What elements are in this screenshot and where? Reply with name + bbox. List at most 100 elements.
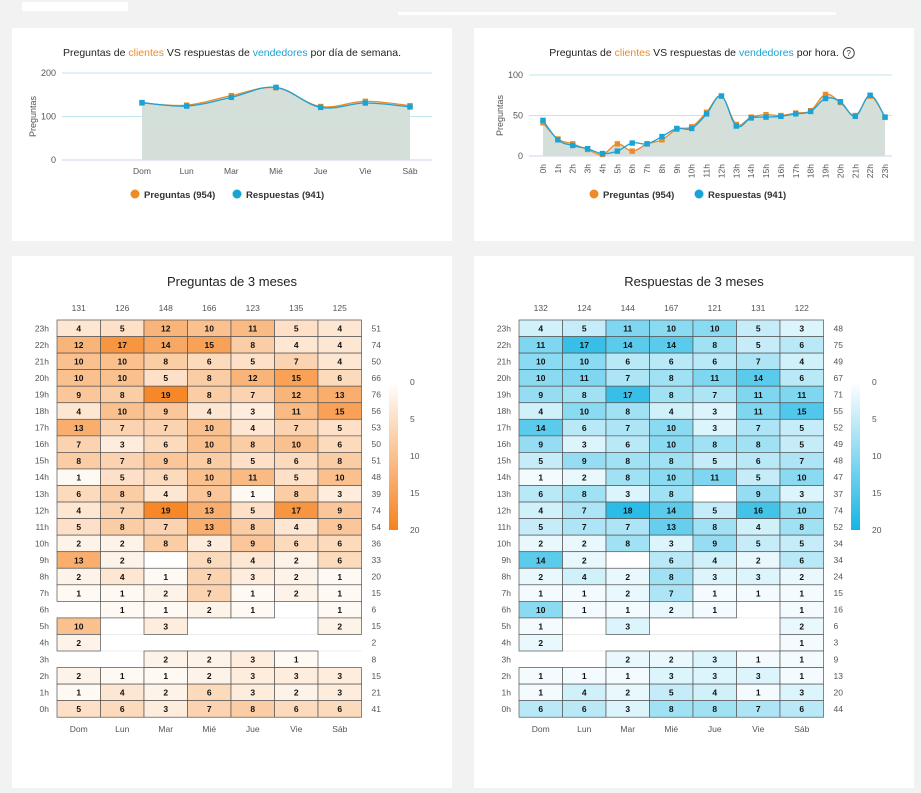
heatmap-cell-value: 17 <box>623 390 633 400</box>
row-total: 6 <box>834 621 839 631</box>
column-total: 125 <box>333 303 347 313</box>
x-tick-label: Sáb <box>402 166 417 176</box>
heatmap-cell-value: 10 <box>74 357 84 367</box>
data-point <box>793 111 799 117</box>
heatmap-cell-value: 4 <box>294 522 299 532</box>
heatmap-cell-value: 10 <box>118 357 128 367</box>
row-label: 14h <box>35 472 49 482</box>
data-point <box>614 148 621 154</box>
heatmap-cell-value: 2 <box>76 671 81 681</box>
data-point <box>688 125 695 132</box>
heatmap-cell-value: 3 <box>163 621 168 631</box>
heatmap-cell-value: 13 <box>74 423 84 433</box>
heatmap-cell-value: 3 <box>669 671 674 681</box>
heatmap-cell-value: 10 <box>667 473 677 483</box>
heatmap-cell-value: 5 <box>120 473 125 483</box>
heatmap-cell-value: 2 <box>669 655 674 665</box>
heatmap-cell-value: 4 <box>294 340 299 350</box>
data-point <box>822 95 829 102</box>
heatmap-cell-value: 11 <box>797 390 806 400</box>
heatmap-cell-value: 8 <box>712 522 717 532</box>
heatmap-cell-value: 4 <box>76 406 81 416</box>
color-scale-bar <box>389 382 398 530</box>
row-total: 48 <box>834 456 844 466</box>
heatmap-cell-value: 8 <box>120 522 125 532</box>
heatmap-cell-value: 4 <box>120 572 125 582</box>
y-tick-label: 50 <box>513 111 523 121</box>
x-tick-label: 1h <box>553 164 563 174</box>
heatmap-cell-value: 3 <box>712 671 717 681</box>
heatmap-cell-value: 4 <box>337 357 342 367</box>
hourly-line-chart: Preguntas de clientes VS respuestas de v… <box>495 47 892 201</box>
row-total: 48 <box>372 472 382 482</box>
heatmap-cell-value: 19 <box>161 506 171 516</box>
legend-label: Respuestas (941) <box>246 190 324 201</box>
heatmap-cell-value: 2 <box>582 539 587 549</box>
heatmap-cell-value: 1 <box>799 638 804 648</box>
heatmap-cell-value: 4 <box>756 522 761 532</box>
heatmap-cell-value: 7 <box>756 357 761 367</box>
row-label: 6h <box>502 605 512 615</box>
row-label: 11h <box>497 522 511 532</box>
heatmap-cell-value: 4 <box>538 324 543 334</box>
heatmap-cell-value: 7 <box>625 522 630 532</box>
column-label: Jue <box>708 724 722 734</box>
heatmap-cell-value: 5 <box>294 473 299 483</box>
row-total: 15 <box>834 588 844 598</box>
heatmap-cell-value: 11 <box>536 340 545 350</box>
heatmap-cell-value: 1 <box>250 489 255 499</box>
row-total: 9 <box>834 654 839 664</box>
row-label: 21h <box>35 356 49 366</box>
heatmap-cell-value: 1 <box>756 688 761 698</box>
y-tick-label: 100 <box>41 112 56 122</box>
data-point <box>733 123 740 129</box>
row-total: 52 <box>834 522 844 532</box>
color-scale-label: 5 <box>872 414 877 424</box>
heatmap-cell-value: 10 <box>667 423 677 433</box>
row-total: 51 <box>372 456 382 466</box>
column-label: Dom <box>532 724 550 734</box>
x-tick-label: 3h <box>583 164 593 174</box>
heatmap-cell-value: 1 <box>582 605 587 615</box>
heatmap-cell-value: 7 <box>76 439 81 449</box>
heatmap-cell-value: 8 <box>120 390 125 400</box>
heatmap-cell-value: 15 <box>335 406 345 416</box>
heatmap-cell-value: 7 <box>756 704 761 714</box>
x-tick-label: 19h <box>821 164 831 178</box>
heatmap-cell-value: 14 <box>754 373 764 383</box>
column-label: Vie <box>290 724 302 734</box>
heatmap-cell-value: 4 <box>582 572 587 582</box>
heatmap-cell-value: 6 <box>582 704 587 714</box>
heatmap-cell-value: 10 <box>205 473 215 483</box>
heatmap-cell-value: 3 <box>799 489 804 499</box>
row-total: 56 <box>372 406 382 416</box>
heatmap-cell-value: 8 <box>294 489 299 499</box>
x-tick-label: 4h <box>597 164 607 174</box>
y-tick-label: 0 <box>51 155 56 165</box>
row-total: 75 <box>834 340 844 350</box>
heatmap-cell-value: 3 <box>250 688 255 698</box>
column-label: Lun <box>577 724 591 734</box>
heatmap-cell-value: 1 <box>76 688 81 698</box>
heatmap-title: Preguntas de 3 meses <box>167 274 298 289</box>
row-label: 21h <box>497 356 511 366</box>
weekday-line-chart: Preguntas de clientes VS respuestas de v… <box>28 47 432 201</box>
heatmap-cell-value: 5 <box>799 539 804 549</box>
row-label: 15h <box>35 456 49 466</box>
column-label: Jue <box>246 724 260 734</box>
row-label: 17h <box>35 423 49 433</box>
row-total: 76 <box>372 389 382 399</box>
column-label: Sáb <box>794 724 809 734</box>
heatmap-cell-value: 1 <box>712 605 717 615</box>
heatmap-cell-value: 4 <box>582 688 587 698</box>
row-total: 51 <box>372 323 382 333</box>
row-label: 15h <box>497 456 511 466</box>
heatmap-cell-value: 10 <box>536 605 546 615</box>
heatmap-cell-value: 3 <box>712 423 717 433</box>
heatmap-cell-value: 7 <box>163 522 168 532</box>
row-label: 14h <box>497 472 511 482</box>
heatmap-cell-value: 6 <box>669 357 674 367</box>
heatmap-cell-value: 8 <box>669 572 674 582</box>
heatmap-cell-value: 2 <box>163 588 168 598</box>
heatmap-cell-value: 10 <box>797 506 807 516</box>
